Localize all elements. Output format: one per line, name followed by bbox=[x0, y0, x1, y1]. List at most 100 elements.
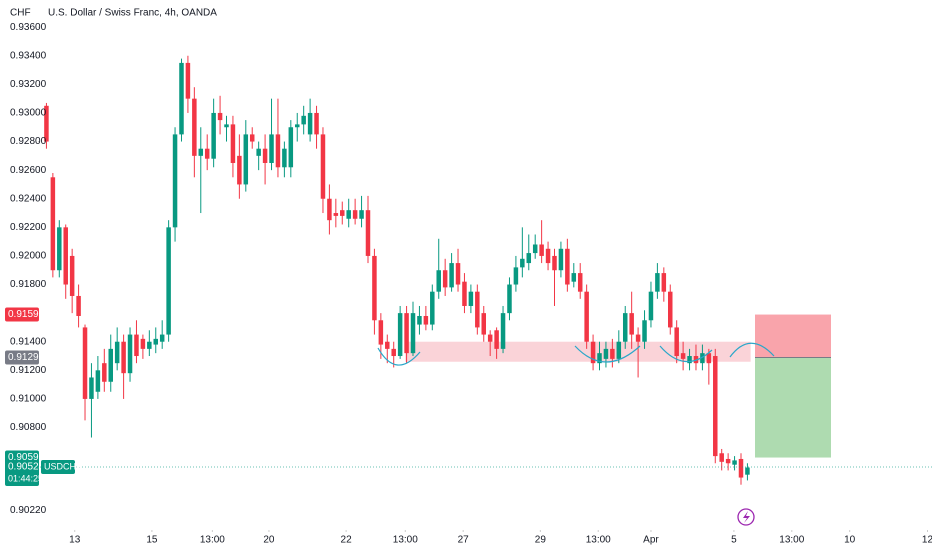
y-tick-label: 0.92200 bbox=[10, 222, 47, 233]
arc bbox=[729, 342, 775, 358]
candle-body bbox=[102, 363, 107, 382]
candle-body bbox=[256, 148, 261, 156]
x-tick-label: 13 bbox=[69, 535, 81, 546]
y-tick-label: 0.93400 bbox=[10, 50, 47, 61]
candle-body bbox=[346, 210, 351, 219]
candle-body bbox=[134, 334, 139, 357]
candle-body bbox=[307, 112, 313, 135]
candle-body bbox=[108, 348, 113, 382]
candle-body bbox=[526, 253, 532, 264]
candle-body bbox=[314, 112, 319, 135]
candle-body bbox=[423, 315, 429, 325]
candle-body bbox=[565, 248, 570, 285]
candle-body bbox=[738, 458, 744, 478]
symbol-label: USDCHF bbox=[44, 461, 82, 471]
x-tick-label: 15 bbox=[146, 535, 158, 546]
candle-body bbox=[668, 291, 673, 328]
x-tick-label: Apr bbox=[643, 535, 659, 546]
y-tick-label: 0.92800 bbox=[10, 136, 47, 147]
candle-body bbox=[230, 124, 236, 163]
candle-body bbox=[89, 377, 94, 399]
candle-body bbox=[211, 112, 216, 159]
candle-body bbox=[455, 263, 461, 285]
candle-body bbox=[500, 313, 506, 349]
candle-body bbox=[301, 115, 306, 125]
candle-body bbox=[674, 327, 679, 357]
candle-body bbox=[430, 291, 435, 325]
candle-body bbox=[185, 62, 191, 99]
candle-body bbox=[340, 210, 345, 216]
last-price-marker bbox=[5, 459, 39, 486]
candle-body bbox=[410, 313, 416, 354]
candle-body bbox=[436, 270, 441, 292]
candle-body bbox=[320, 134, 326, 199]
candle-body bbox=[507, 284, 512, 314]
candle-body bbox=[243, 134, 249, 185]
candle-body bbox=[327, 198, 332, 221]
candle-body bbox=[655, 273, 660, 292]
x-tick-label: 29 bbox=[535, 535, 547, 546]
candle-body bbox=[545, 248, 551, 264]
candle-body bbox=[172, 134, 178, 228]
support-zone bbox=[405, 341, 751, 362]
candle-body bbox=[269, 134, 274, 163]
candle-body bbox=[481, 313, 486, 335]
candle-body bbox=[635, 334, 641, 342]
candle-body bbox=[69, 255, 75, 296]
candle-body bbox=[127, 334, 133, 374]
candle-body bbox=[590, 341, 596, 364]
candle-body bbox=[140, 338, 146, 349]
x-tick-label: 27 bbox=[458, 535, 470, 546]
x-tick-label: 13:00 bbox=[586, 535, 611, 546]
price-marker-label: 0.91290 bbox=[8, 352, 45, 363]
candle-body bbox=[391, 348, 396, 357]
arc bbox=[377, 347, 421, 366]
candle-body bbox=[622, 313, 628, 342]
candle-body bbox=[616, 341, 622, 359]
x-tick-label: 20 bbox=[263, 535, 275, 546]
candle-body bbox=[713, 356, 718, 457]
candle-body bbox=[294, 124, 300, 128]
candle-body bbox=[365, 210, 371, 256]
x-tick-label: 10 bbox=[844, 535, 856, 546]
symbol-tag bbox=[41, 459, 75, 474]
countdown: 01:44:25 bbox=[8, 473, 43, 483]
candle-body bbox=[359, 210, 364, 219]
candle-body bbox=[539, 244, 544, 256]
x-tick-label: 13:00 bbox=[779, 535, 804, 546]
y-tick-label: 0.91000 bbox=[10, 394, 47, 405]
candle-body bbox=[352, 210, 358, 219]
candle-body bbox=[552, 255, 557, 271]
candle-body bbox=[95, 370, 101, 392]
last-price-label: 0.90524 bbox=[8, 462, 45, 473]
candle-body bbox=[288, 127, 294, 168]
y-tick-label: 0.91800 bbox=[10, 279, 47, 290]
candle-body bbox=[629, 313, 634, 335]
y-tick-label: 0.92400 bbox=[10, 193, 47, 204]
candle-body bbox=[577, 273, 583, 292]
candle-body bbox=[198, 148, 204, 156]
arc bbox=[659, 345, 713, 363]
candle-body bbox=[204, 148, 210, 159]
candle-body bbox=[584, 291, 589, 342]
candle-body bbox=[333, 213, 339, 216]
candle-body bbox=[50, 177, 56, 271]
y-unit: CHF bbox=[10, 8, 31, 19]
x-tick-label: 22 bbox=[341, 535, 353, 546]
y-tick-label: 0.93200 bbox=[10, 79, 47, 90]
candle-body bbox=[121, 341, 126, 374]
candle-body bbox=[475, 291, 480, 328]
alert-icon[interactable] bbox=[737, 508, 755, 526]
candle-body bbox=[63, 227, 68, 285]
candle-body bbox=[597, 353, 602, 364]
candle-body bbox=[417, 315, 422, 325]
candle-body bbox=[661, 273, 667, 292]
candle-body bbox=[76, 295, 81, 316]
candle-body bbox=[532, 244, 538, 254]
candle-body bbox=[648, 291, 654, 321]
x-tick-label: 12 bbox=[922, 535, 932, 546]
candle-body bbox=[732, 460, 737, 465]
candle-body bbox=[385, 341, 390, 349]
candle-body bbox=[275, 134, 281, 168]
y-tick-label: 0.90220 bbox=[10, 505, 47, 516]
